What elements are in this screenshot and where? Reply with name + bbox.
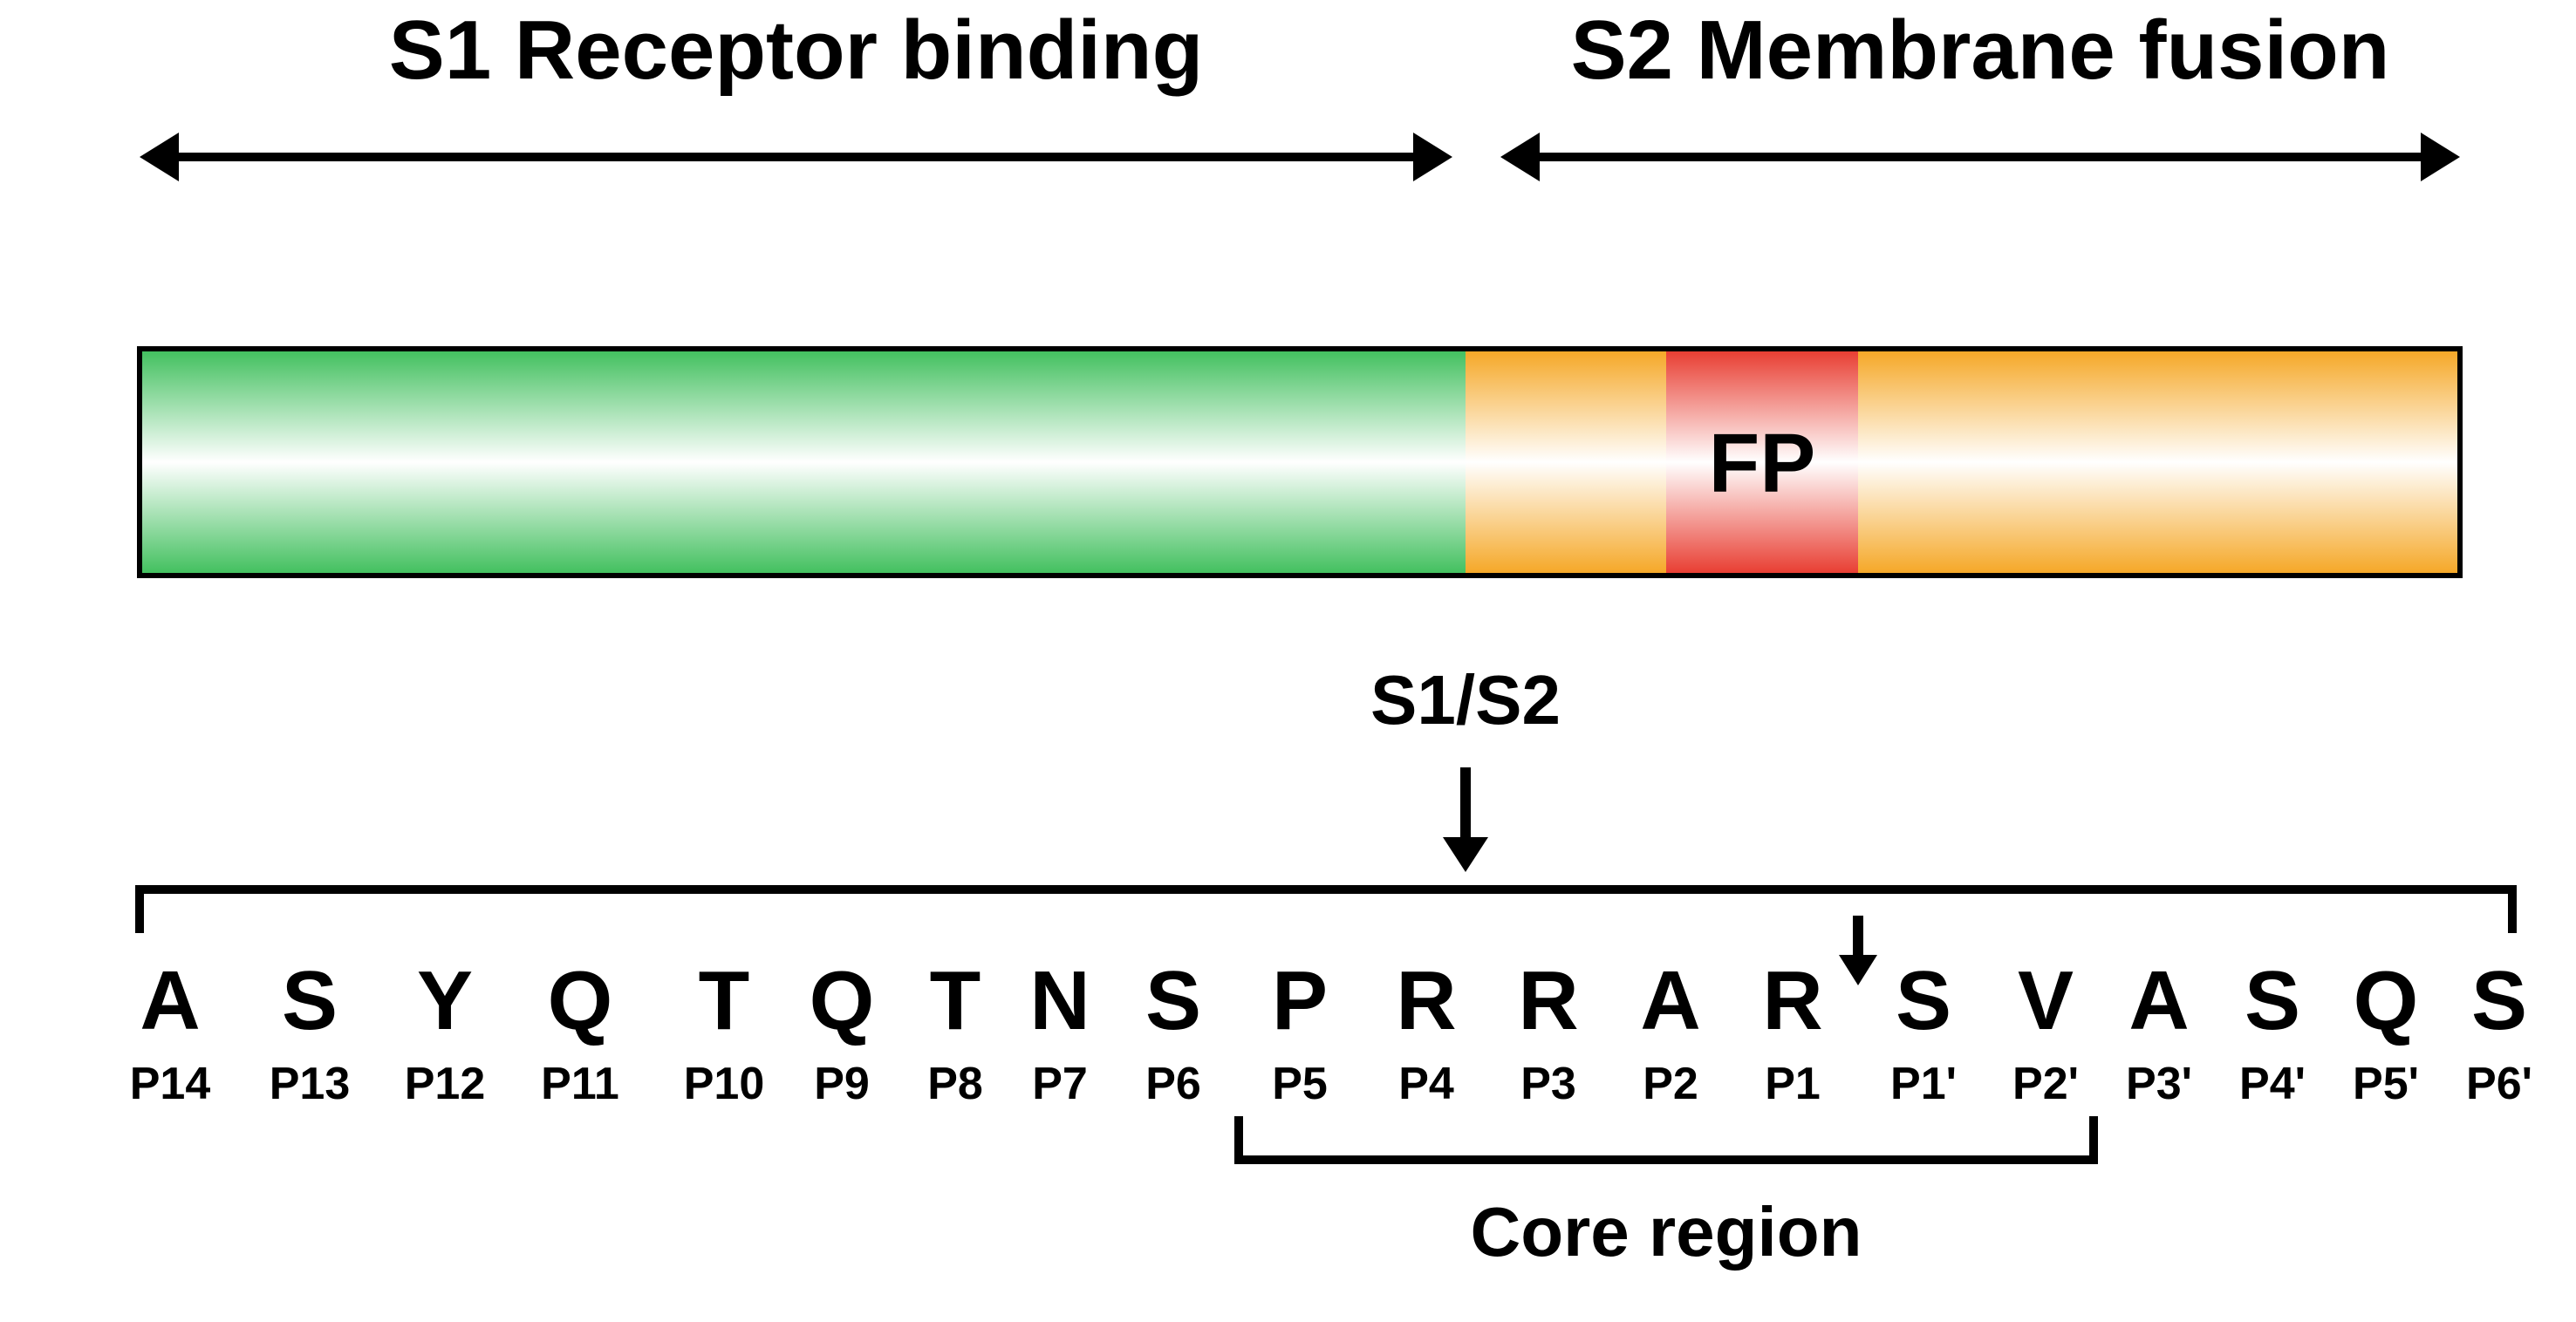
bar-segment-s1-green [140,349,1466,576]
residue-pos-P4': P4' [2239,1059,2306,1109]
residue-aa-P6': S [2471,954,2527,1047]
residue-pos-P5': P5' [2353,1059,2419,1109]
residue-pos-P10: P10 [684,1059,765,1109]
sequence-top-bracket [140,889,2512,933]
residue-pos-P5: P5 [1272,1059,1328,1109]
residue-aa-P1: R [1762,954,1822,1047]
residue-aa-P9: Q [810,954,875,1047]
residue-pos-P7: P7 [1032,1059,1088,1109]
residue-pos-P1': P1' [1890,1059,1957,1109]
residue-aa-P13: S [282,954,338,1047]
residue-pos-P3: P3 [1520,1059,1576,1109]
core-region-bracket [1239,1116,2094,1160]
residue-pos-P2: P2 [1643,1059,1698,1109]
s2-label: S2 Membrane fusion [1571,3,2390,97]
s1-label: S1 Receptor binding [389,3,1203,97]
domain-bar [140,349,2460,576]
residue-aa-P11: Q [548,954,613,1047]
residue-pos-P12: P12 [405,1059,486,1109]
s1s2-arrow [1443,767,1488,872]
residue-pos-P2': P2' [2012,1059,2079,1109]
residue-aa-P4: R [1396,954,1456,1047]
residue-aa-P3: R [1518,954,1578,1047]
residue-pos-P6': P6' [2466,1059,2532,1109]
residue-aa-P2: A [1640,954,1700,1047]
residue-aa-P7: N [1029,954,1090,1047]
residue-aa-P1': S [1896,954,1951,1047]
residue-aa-P10: T [699,954,750,1047]
residue-pos-P9: P9 [814,1059,870,1109]
residue-aa-P5': Q [2354,954,2419,1047]
residue-aa-P2': V [2018,954,2074,1047]
residue-aa-P8: T [930,954,981,1047]
residue-pos-P1: P1 [1765,1059,1821,1109]
residue-aa-P14: A [140,954,200,1047]
residue-aa-P12: Y [417,954,473,1047]
residue-aa-P5: P [1272,954,1328,1047]
core-region-label: Core region [1471,1193,1862,1271]
residue-aa-P3': A [2128,954,2189,1047]
residue-pos-P14: P14 [130,1059,211,1109]
residue-aa-P6: S [1145,954,1201,1047]
residue-pos-P11: P11 [541,1059,619,1109]
bar-segment-s2-orange2 [1858,349,2460,576]
residue-aa-P4': S [2245,954,2300,1047]
residue-pos-P3': P3' [2126,1059,2192,1109]
bar-segment-s2-orange1 [1466,349,1666,576]
residue-pos-P13: P13 [270,1059,351,1109]
residue-pos-P4: P4 [1398,1059,1454,1109]
s2-range-arrow [1500,133,2460,181]
residue-pos-P8: P8 [927,1059,983,1109]
s1s2-label: S1/S2 [1370,661,1561,739]
cleavage-arrow [1839,916,1877,985]
s1-range-arrow [140,133,1452,181]
fp-label: FP [1709,417,1816,510]
residue-pos-P6: P6 [1145,1059,1201,1109]
